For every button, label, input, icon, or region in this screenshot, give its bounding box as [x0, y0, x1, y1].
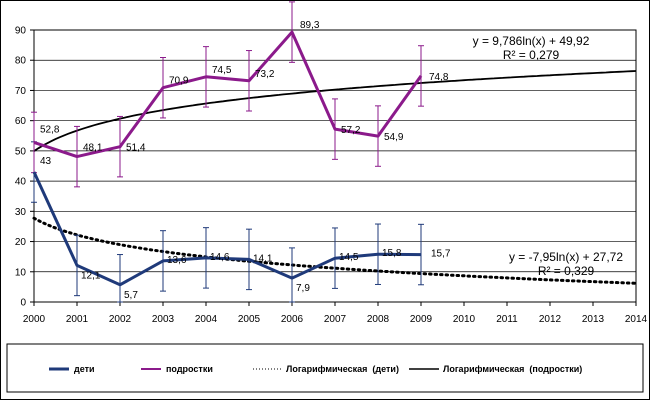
y-tick-label: 50: [15, 146, 27, 157]
x-axis-ticks: 2000 2001 2002 2003 2004 2005 2006 2007 2008 2009…: [23, 302, 648, 325]
y-tick-label: 90: [15, 26, 27, 37]
x-tick-label: 2005: [238, 314, 261, 325]
y-tick-label: 0: [20, 298, 26, 309]
x-tick-label: 2011: [496, 314, 518, 325]
trendline-equation-teens: y = 9,786ln(x) + 49,92: [473, 34, 590, 48]
data-label: 43: [40, 156, 52, 167]
trendline-equation-children: y = -7,95ln(x) + 27,72: [509, 250, 623, 264]
legend-box: [6, 343, 644, 393]
data-label: 14,1: [253, 253, 273, 264]
x-tick-label: 2000: [23, 314, 46, 325]
y-tick-label: 10: [15, 267, 27, 278]
y-axis-ticks: 0 10 20 30 40 50 60 70 80 90: [15, 26, 34, 309]
x-tick-label: 2013: [582, 314, 605, 325]
data-label: 54,9: [384, 132, 404, 143]
data-label: 14,5: [339, 252, 359, 263]
legend-label-trend-teens: Логарифмическая (подростки): [443, 364, 582, 374]
y-tick-label: 30: [15, 207, 27, 218]
legend-label-teens: подростки: [166, 364, 213, 374]
data-label: 70,9: [169, 76, 189, 87]
trendline-r2-children: R² = 0,329: [538, 264, 595, 278]
data-label: 12,1: [81, 270, 101, 281]
data-label: 52,8: [40, 124, 60, 135]
x-tick-label: 2004: [195, 314, 218, 325]
data-label: 89,3: [300, 20, 320, 31]
data-label: 51,4: [126, 143, 146, 154]
y-tick-label: 80: [15, 56, 27, 67]
data-label: 7,9: [296, 283, 310, 294]
data-label: 5,7: [124, 290, 138, 301]
x-tick-label: 2007: [324, 314, 347, 325]
data-label: 14,6: [210, 252, 230, 263]
series-line-children: [32, 171, 422, 287]
data-label: 15,7: [431, 249, 451, 260]
legend-label-trend-children: Логарифмическая (дети): [286, 364, 399, 374]
data-label: 73,2: [255, 69, 275, 80]
series-lines: [32, 30, 423, 287]
data-label: 15,8: [382, 248, 402, 259]
y-tick-label: 40: [15, 177, 27, 188]
x-tick-label: 2009: [410, 314, 433, 325]
trendline-teens: [33, 70, 637, 152]
x-tick-label: 2002: [109, 314, 132, 325]
legend-item-teens: подростки: [141, 364, 213, 374]
x-tick-label: 2010: [453, 314, 476, 325]
data-label: 74,5: [212, 65, 232, 76]
legend-item-children: дети: [49, 364, 95, 374]
x-tick-label: 2014: [625, 314, 648, 325]
y-tick-label: 70: [15, 86, 27, 97]
data-label: 13,6: [167, 255, 187, 266]
x-tick-label: 2008: [367, 314, 390, 325]
x-tick-label: 2001: [66, 314, 89, 325]
trendline-r2-teens: R² = 0,279: [503, 48, 560, 62]
legend-item-trend-teens: Логарифмическая (подростки): [409, 364, 582, 374]
legend-item-trend-children: Логарифмическая (дети): [253, 364, 399, 374]
legend-label-children: дети: [74, 364, 95, 374]
legend: дети подростки Логарифмическая (дети) Ло…: [49, 364, 582, 374]
series-line-teens: [33, 30, 423, 159]
y-tick-label: 60: [15, 116, 27, 127]
data-labels: 43 12,1 5,7 13,6 14,6 14,1 7,9 14,5 15,8 15,7 52,8…: [40, 20, 451, 301]
data-label: 57,2: [341, 125, 361, 136]
x-tick-label: 2012: [539, 314, 562, 325]
data-label: 74,8: [429, 72, 449, 83]
y-tick-label: 20: [15, 237, 27, 248]
x-tick-label: 2006: [281, 314, 304, 325]
data-label: 48,1: [83, 143, 103, 154]
x-tick-label: 2003: [152, 314, 175, 325]
